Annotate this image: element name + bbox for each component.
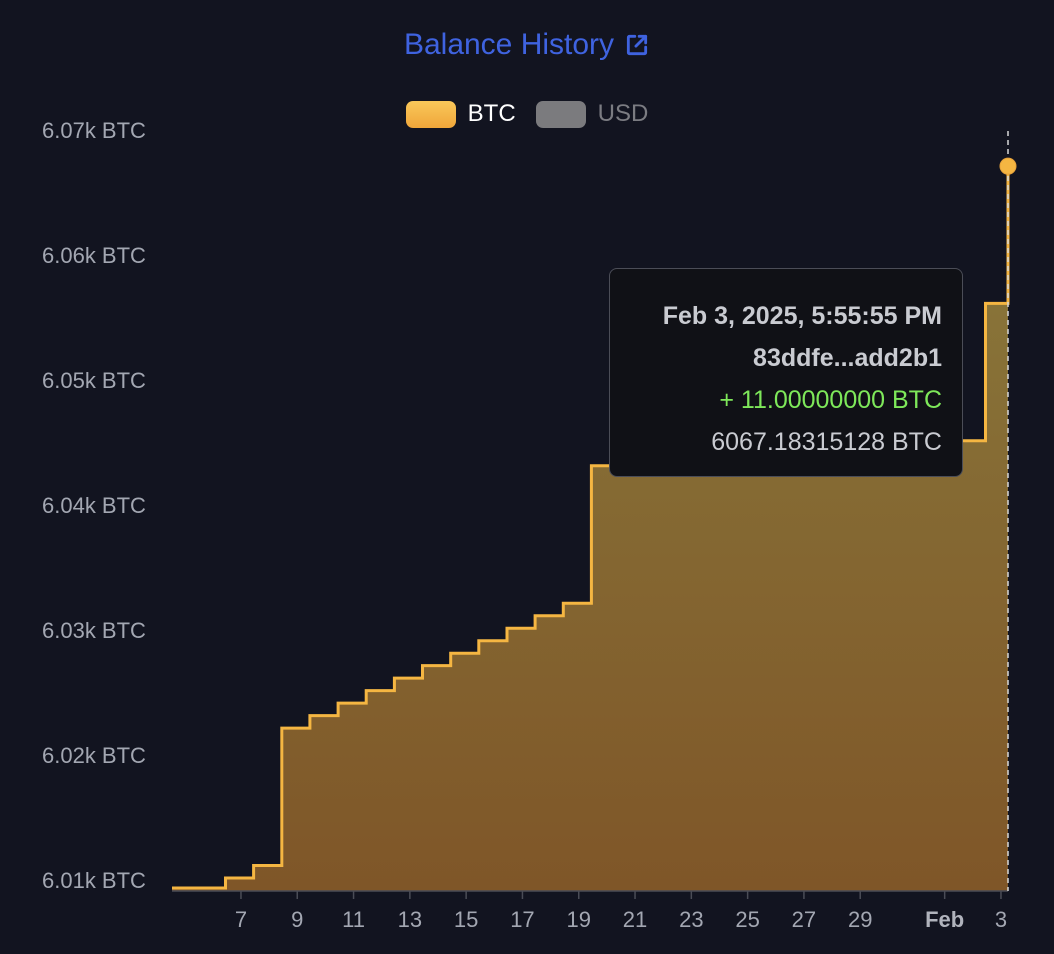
tooltip-change: + 11.00000000 BTC: [719, 386, 942, 414]
highlight-point[interactable]: [999, 157, 1017, 175]
chart-title-text[interactable]: Balance History: [403, 28, 615, 61]
x-tick-label: 27: [791, 907, 817, 932]
x-tick-label: 19: [566, 907, 591, 932]
tooltip-date: Feb 3, 2025, 5:55:55 PM: [662, 302, 942, 330]
chart-legend: BTC USD: [0, 100, 1054, 128]
legend-swatch-usd: [535, 100, 586, 128]
external-link-icon[interactable]: [624, 32, 650, 58]
x-tick-label: 7: [234, 907, 248, 932]
x-tick-label: 21: [622, 907, 648, 932]
y-tick-label: 6.05k BTC: [42, 367, 146, 393]
chart-title[interactable]: Balance History: [0, 28, 1054, 62]
y-tick-label: 6.03k BTC: [42, 617, 146, 643]
x-tick-label: 23: [679, 907, 704, 932]
x-tick-label: 9: [291, 907, 304, 932]
x-tick-label: Feb: [925, 907, 965, 932]
x-tick-label: 25: [735, 907, 760, 932]
y-tick-label: 6.07k BTC: [42, 118, 146, 143]
legend-swatch-btc: [405, 100, 456, 128]
x-tick-label: 29: [847, 907, 873, 932]
tooltip-balance: 6067.18315128 BTC: [711, 428, 942, 456]
x-tick-label: 3: [994, 907, 1008, 932]
y-tick-label: 6.02k BTC: [42, 742, 146, 768]
x-tick-label: 15: [453, 907, 479, 932]
legend-label-btc: BTC: [467, 100, 516, 127]
y-tick-label: 6.04k BTC: [42, 492, 146, 518]
tooltip-txid: 83ddfe...add2b1: [753, 344, 942, 372]
legend-item-btc[interactable]: BTC: [405, 100, 516, 128]
x-tick-label: 11: [342, 907, 365, 932]
legend-item-usd[interactable]: USD: [535, 100, 649, 128]
x-tick-label: 17: [510, 907, 535, 932]
tooltip: Feb 3, 2025, 5:55:55 PM 83ddfe...add2b1 …: [609, 268, 963, 477]
y-tick-label: 6.01k BTC: [42, 867, 146, 893]
x-tick-label: 13: [397, 907, 423, 932]
y-tick-label: 6.06k BTC: [42, 242, 146, 268]
btc-area: [172, 166, 1008, 891]
legend-label-usd: USD: [597, 100, 649, 127]
